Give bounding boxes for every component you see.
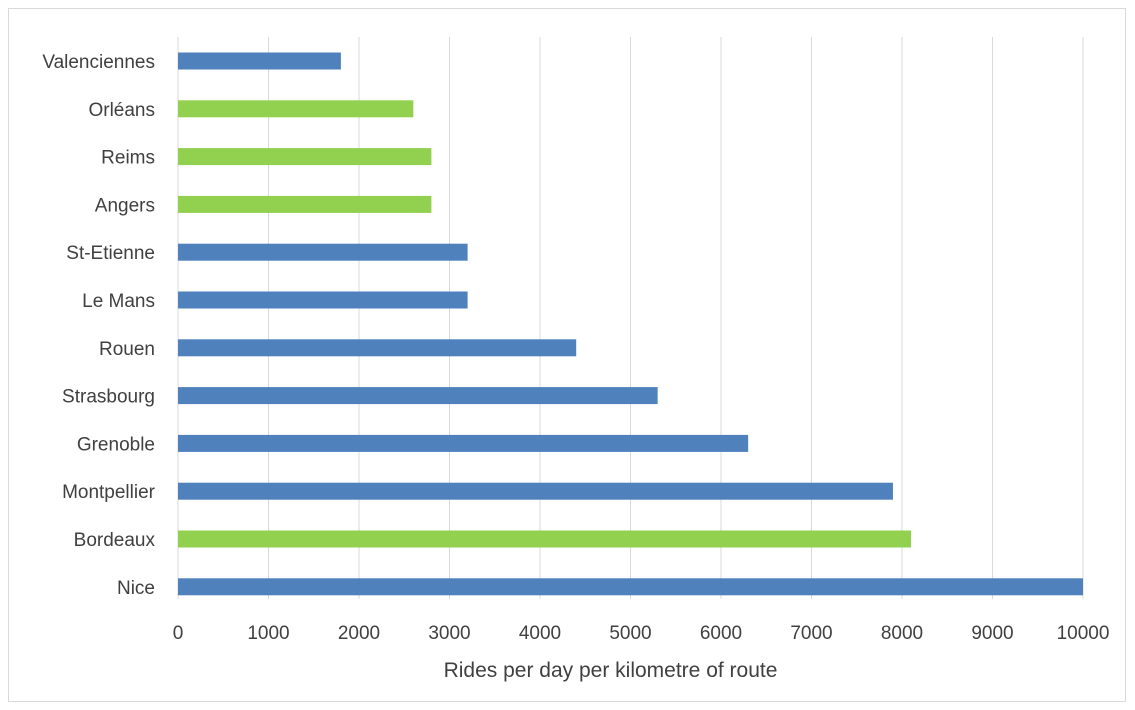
category-label: St-Etienne — [66, 243, 155, 264]
category-label: Le Mans — [82, 291, 155, 312]
bar-nice — [178, 578, 1083, 596]
x-tick-label: 6000 — [700, 623, 742, 644]
category-label: Nice — [117, 578, 155, 599]
category-label: Angers — [95, 195, 155, 216]
category-label: Strasbourg — [62, 387, 155, 408]
bar-strasbourg — [178, 387, 658, 405]
category-label: Rouen — [99, 339, 155, 360]
x-tick-label: 1000 — [247, 623, 289, 644]
chart-frame: Valenciennes Orléans Reims Angers St-Etienne… — [8, 8, 1126, 702]
bar-valenciennes — [178, 52, 341, 70]
category-label: Montpellier — [62, 482, 156, 503]
bar-bordeaux — [178, 530, 912, 548]
category-label: Grenoble — [77, 434, 155, 455]
bars — [178, 52, 1083, 596]
category-label: Orléans — [88, 100, 155, 121]
x-tick-label: 8000 — [881, 623, 923, 644]
x-tick-label: 7000 — [790, 623, 832, 644]
bar-angers — [178, 195, 432, 213]
bar-grenoble — [178, 434, 749, 452]
x-axis-title: Rides per day per kilometre of route — [444, 659, 778, 682]
category-labels: Valenciennes Orléans Reims Angers St-Etienne… — [42, 52, 155, 599]
x-tick-labels: 0 1000 2000 3000 4000 5000 6000 7000 8000 9000 100… — [173, 623, 1110, 644]
bar-orl-ans — [178, 100, 414, 118]
x-tick-label: 10000 — [1057, 623, 1110, 644]
bar-reims — [178, 148, 432, 166]
x-tick-label: 0 — [173, 623, 184, 644]
x-tick-label: 5000 — [609, 623, 651, 644]
category-label: Valenciennes — [42, 52, 155, 73]
x-tick-label: 4000 — [519, 623, 561, 644]
bar-rouen — [178, 339, 577, 357]
category-label: Reims — [101, 148, 155, 169]
bar-montpellier — [178, 482, 893, 500]
gridlines — [177, 37, 1084, 599]
x-tick-label: 9000 — [971, 623, 1013, 644]
bar-chart: Valenciennes Orléans Reims Angers St-Etienne… — [42, 37, 1110, 682]
x-tick-label: 3000 — [428, 623, 470, 644]
category-label: Bordeaux — [74, 530, 156, 551]
x-tick-label: 2000 — [338, 623, 380, 644]
bar-le-mans — [178, 291, 468, 309]
bar-st-etienne — [178, 243, 468, 261]
